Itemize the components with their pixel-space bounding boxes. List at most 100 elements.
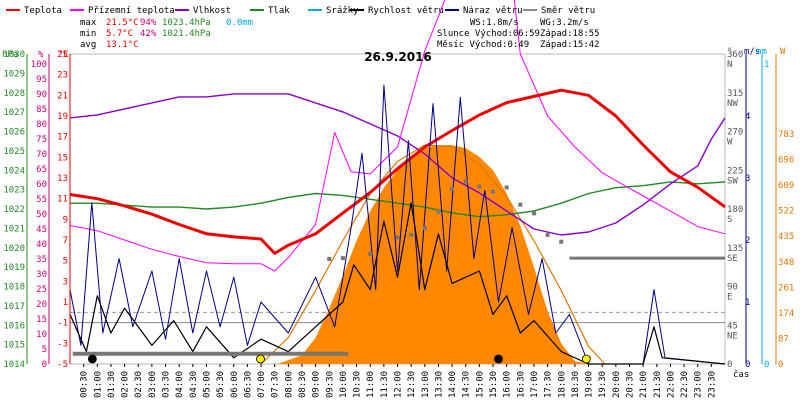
time-tick: 22:30 bbox=[680, 371, 690, 398]
pressure-tick: 1029 bbox=[3, 69, 25, 79]
series-lines bbox=[69, 0, 726, 365]
rain-tick: 0 bbox=[764, 360, 769, 370]
time-tick: 04:30 bbox=[189, 371, 199, 398]
wind-direction-point bbox=[491, 189, 496, 194]
time-tick: 04:00 bbox=[175, 371, 185, 398]
pressure-tick: 1024 bbox=[3, 166, 25, 176]
time-tick: 09:00 bbox=[312, 371, 322, 398]
stat-moonrise: Měsíc Východ:0:49 bbox=[437, 40, 529, 50]
time-tick: 12:30 bbox=[407, 371, 417, 398]
stat-max-rain: 0.0mm bbox=[226, 18, 253, 28]
pressure-line bbox=[70, 181, 726, 218]
humidity-tick: 45 bbox=[36, 225, 47, 235]
sunset-marker bbox=[581, 354, 591, 364]
time-tick: 20:00 bbox=[612, 371, 622, 398]
stat-min-temp: 5.7°C bbox=[106, 29, 133, 39]
time-tick: 19:30 bbox=[598, 371, 608, 398]
radiation-tick: 174 bbox=[778, 309, 794, 319]
time-tick: 19:00 bbox=[585, 371, 595, 398]
time-tick: 05:00 bbox=[202, 371, 212, 398]
time-axis-unit: čas bbox=[733, 369, 749, 380]
time-tick: 23:00 bbox=[694, 371, 704, 398]
time-tick: 20:30 bbox=[625, 371, 635, 398]
time-tick: 02:30 bbox=[134, 371, 144, 398]
time-tick: 07:00 bbox=[257, 371, 267, 398]
time-tick: 10:30 bbox=[353, 371, 363, 398]
direction-tick-label: SW bbox=[727, 176, 738, 186]
time-tick: 18:00 bbox=[557, 371, 567, 398]
pressure-tick: 1018 bbox=[3, 283, 25, 293]
pressure-axis-unit: hPa bbox=[2, 50, 18, 60]
humidity-tick: 80 bbox=[36, 120, 47, 130]
time-tick: 18:30 bbox=[571, 371, 581, 398]
pressure-tick: 1030 bbox=[3, 50, 25, 60]
wind-direction-point bbox=[422, 225, 427, 230]
legend-label: Tlak bbox=[268, 6, 290, 16]
wind-speed-line bbox=[69, 202, 726, 365]
stat-max-humidity: 94% bbox=[140, 18, 157, 28]
pressure-tick: 1021 bbox=[3, 224, 25, 234]
pressure-tick: 1022 bbox=[3, 205, 25, 215]
temperature-tick: 9 bbox=[63, 215, 68, 225]
time-tick: 16:30 bbox=[516, 371, 526, 398]
wind-direction-point bbox=[463, 179, 468, 184]
temperature-tick: -5 bbox=[57, 360, 68, 370]
humidity-tick: 90 bbox=[36, 90, 47, 100]
radiation-tick: 609 bbox=[778, 181, 794, 191]
radiation-tick: 87 bbox=[778, 334, 789, 344]
direction-tick: 270 bbox=[727, 128, 743, 138]
time-tick: 08:00 bbox=[284, 371, 294, 398]
direction-axis-unit: ° bbox=[727, 47, 732, 57]
direction-tick-label: S bbox=[727, 215, 732, 225]
wind-direction-point bbox=[504, 185, 509, 190]
temperature-tick: 21 bbox=[57, 91, 68, 101]
temperature-tick: 1 bbox=[63, 298, 68, 308]
humidity-tick: 65 bbox=[36, 165, 47, 175]
time-tick: 09:30 bbox=[325, 371, 335, 398]
humidity-tick: 5 bbox=[42, 345, 47, 355]
stat-sunset: Západ:18:55 bbox=[540, 29, 600, 39]
rain-tick: 1 bbox=[764, 60, 769, 70]
time-tick: 13:00 bbox=[421, 371, 431, 398]
stat-max-pressure: 1023.4hPa bbox=[162, 18, 211, 28]
legend-label: Vlhkost bbox=[193, 6, 231, 16]
wind-tick: 1 bbox=[745, 298, 750, 308]
legend: Teplota Přízemní teplota Vlhkost Tlak Srážky… bbox=[6, 6, 595, 16]
wind-direction-point bbox=[545, 232, 550, 237]
direction-tick-label: N bbox=[727, 60, 732, 70]
humidity-tick: 60 bbox=[36, 180, 47, 190]
humidity-tick: 55 bbox=[36, 195, 47, 205]
humidity-tick: 50 bbox=[36, 210, 47, 220]
humidity-tick: 0 bbox=[42, 360, 47, 370]
stat-wind-speed: WS:1.8m/s bbox=[470, 18, 519, 28]
pressure-tick: 1014 bbox=[3, 360, 25, 370]
wind-direction-point bbox=[340, 256, 345, 261]
time-tick: 02:00 bbox=[121, 371, 131, 398]
wind-direction-point bbox=[395, 235, 400, 240]
legend-label: Náraz větru bbox=[463, 6, 523, 16]
radiation-tick: 261 bbox=[778, 283, 794, 293]
moonrise-marker bbox=[87, 354, 97, 364]
time-tick: 22:00 bbox=[666, 371, 676, 398]
time-tick: 03:00 bbox=[148, 371, 158, 398]
wind-axis-unit: m/s bbox=[744, 47, 760, 57]
wind-direction-point bbox=[559, 239, 564, 244]
pressure-tick: 1016 bbox=[3, 321, 25, 331]
temperature-tick: 19 bbox=[57, 112, 68, 122]
direction-tick-label: NE bbox=[727, 331, 738, 341]
direction-tick: 45 bbox=[727, 321, 738, 331]
theoretical-radiation-line bbox=[260, 144, 606, 365]
humidity-line bbox=[69, 93, 726, 236]
stat-min-humidity: 42% bbox=[140, 29, 157, 39]
radiation-tick: 783 bbox=[778, 130, 794, 140]
time-tick: 14:00 bbox=[448, 371, 458, 398]
wind-tick: 2 bbox=[745, 236, 750, 246]
stat-sunrise: Slunce Východ:06:59 bbox=[437, 29, 540, 39]
direction-tick: 360 bbox=[727, 50, 743, 60]
humidity-tick: 35 bbox=[36, 255, 47, 265]
wind-direction-point bbox=[450, 187, 455, 192]
humidity-tick: 95 bbox=[36, 75, 47, 85]
stat-min-pressure: 1021.4hPa bbox=[162, 29, 211, 39]
ground-temperature-line bbox=[69, 0, 726, 272]
